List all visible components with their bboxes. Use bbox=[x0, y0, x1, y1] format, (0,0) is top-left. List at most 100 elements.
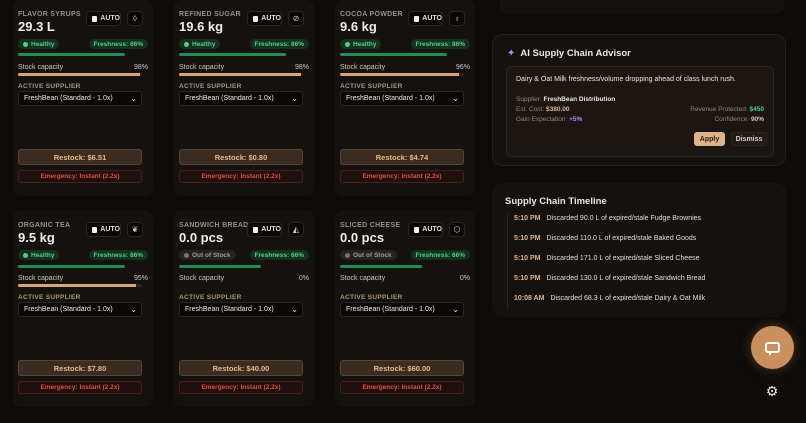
capacity-bar bbox=[179, 284, 303, 287]
supplier-label: ACTIVE SUPPLIER bbox=[340, 294, 403, 301]
item-quantity: 29.3 L bbox=[18, 19, 55, 34]
chevron-down-icon: ⌄ bbox=[452, 94, 459, 103]
restock-button[interactable]: Restock: $4.74 bbox=[340, 149, 464, 165]
box-icon[interactable]: ⬡ bbox=[449, 222, 465, 237]
auto-toggle[interactable]: AUTO bbox=[86, 222, 121, 237]
item-name: SLICED CHEESE bbox=[340, 222, 401, 229]
freshness-bar bbox=[18, 53, 125, 56]
gain-label: Gain Expectation: bbox=[516, 116, 568, 123]
timeline-entry: 5:10 PM Discarded 130.0 L of expired/stal… bbox=[514, 275, 705, 282]
auto-toggle[interactable]: AUTO bbox=[86, 11, 121, 26]
advisor-title-text: AI Supply Chain Advisor bbox=[520, 48, 631, 59]
settings-sliders-icon[interactable]: ⚙ bbox=[765, 382, 779, 399]
timeline-text: Discarded 90.0 L of expired/stale Fudge … bbox=[546, 215, 702, 222]
apply-button[interactable]: Apply bbox=[694, 132, 725, 146]
status-dot-icon bbox=[345, 252, 350, 258]
inventory-card-organic-tea: ORGANIC TEA 9.5 kg AUTO ❦ Healthy Freshn… bbox=[13, 210, 153, 407]
auto-toggle[interactable]: AUTO bbox=[247, 222, 282, 237]
pill-icon[interactable]: ⊘ bbox=[288, 11, 304, 26]
status-label: Out of Stock bbox=[353, 251, 392, 259]
emergency-button[interactable]: Emergency: Instant (2.2x) bbox=[179, 381, 303, 394]
status-badge: Healthy bbox=[18, 250, 60, 260]
sparkle-icon: ✦ bbox=[507, 48, 516, 59]
pizza-slice-icon[interactable]: ◭ bbox=[288, 222, 304, 237]
bean-glyph: ♁ bbox=[454, 14, 460, 23]
chevron-down-icon: ⌄ bbox=[452, 305, 459, 314]
supplier-value: FreshBean (Standard - 1.0x) bbox=[24, 95, 113, 102]
restock-button[interactable]: Restock: $60.00 bbox=[340, 360, 464, 376]
emergency-button[interactable]: Emergency: Instant (2.2x) bbox=[179, 170, 303, 183]
timeline-time: 10:08 AM bbox=[514, 295, 545, 302]
leaf-icon[interactable]: ❦ bbox=[127, 222, 143, 237]
freshness-bar bbox=[340, 265, 422, 268]
item-quantity: 9.6 kg bbox=[340, 19, 377, 34]
supplier-select[interactable]: FreshBean (Standard - 1.0x) ⌄ bbox=[18, 302, 142, 317]
advisor-recommendation: Dairy & Oat Milk freshness/volume droppi… bbox=[506, 66, 774, 157]
leaf-glyph: ❦ bbox=[131, 225, 139, 234]
freshness-bar bbox=[340, 53, 447, 56]
capacity-bar bbox=[340, 284, 464, 287]
advisor-gain: Gain Expectation: +5% bbox=[516, 116, 582, 123]
restock-button[interactable]: Restock: $40.00 bbox=[179, 360, 303, 376]
supplier-value: FreshBean (Standard - 1.0x) bbox=[185, 306, 274, 313]
dismiss-button[interactable]: Dismiss bbox=[731, 132, 767, 146]
emergency-button[interactable]: Emergency: Instant (2.2x) bbox=[340, 381, 464, 394]
chevron-down-icon: ⌄ bbox=[291, 94, 298, 103]
restock-button[interactable]: Restock: $7.80 bbox=[18, 360, 142, 376]
timeline-text: Discarded 130.0 L of expired/stale Sandw… bbox=[546, 275, 706, 282]
capacity-label: Stock capacity bbox=[340, 64, 386, 71]
chat-button[interactable] bbox=[751, 326, 794, 369]
gain-value: +5% bbox=[569, 116, 583, 123]
supplier-select[interactable]: FreshBean (Standard - 1.0x) ⌄ bbox=[18, 91, 142, 106]
cost-value: $380.00 bbox=[546, 106, 570, 113]
chevron-down-icon: ⌄ bbox=[291, 305, 298, 314]
bean-icon[interactable]: ♁ bbox=[449, 11, 465, 26]
restock-button[interactable]: Restock: $0.80 bbox=[179, 149, 303, 165]
emergency-button[interactable]: Emergency: Instant (2.2x) bbox=[340, 170, 464, 183]
status-dot-icon bbox=[184, 252, 189, 258]
capacity-bar bbox=[179, 73, 303, 76]
supplier-label: Supplier: bbox=[516, 96, 542, 103]
capacity-percent: 0% bbox=[459, 275, 470, 282]
timeline-rail bbox=[507, 213, 508, 308]
pill-glyph: ⊘ bbox=[292, 14, 300, 23]
checkbox-icon bbox=[92, 226, 98, 233]
status-badge: Out of Stock bbox=[179, 250, 236, 260]
chevron-down-icon: ⌄ bbox=[130, 94, 137, 103]
droplet-icon[interactable]: ◊ bbox=[127, 11, 143, 26]
inventory-card-refined-sugar: REFINED SUGAR 19.6 kg AUTO ⊘ Healthy Fre… bbox=[174, 0, 314, 196]
capacity-fill bbox=[18, 73, 140, 76]
restock-button[interactable]: Restock: $6.51 bbox=[18, 149, 142, 165]
supplier-value: FreshBean (Standard - 1.0x) bbox=[24, 306, 113, 313]
advisor-supplier: Supplier: FreshBean Distribution bbox=[516, 96, 615, 103]
item-name: SANDWICH BREAD bbox=[179, 222, 249, 229]
capacity-percent: 98% bbox=[294, 64, 309, 71]
supplier-label: ACTIVE SUPPLIER bbox=[18, 83, 81, 90]
timeline-entry: 10:08 AM Discarded 68.3 L of expired/stal… bbox=[514, 295, 705, 302]
freshness-badge: Freshness: 86% bbox=[249, 39, 309, 49]
emergency-button[interactable]: Emergency: Instant (2.2x) bbox=[18, 381, 142, 394]
checkbox-icon bbox=[253, 226, 259, 233]
supplier-select[interactable]: FreshBean (Standard - 1.0x) ⌄ bbox=[340, 302, 464, 317]
capacity-bar bbox=[340, 73, 464, 76]
auto-toggle[interactable]: AUTO bbox=[408, 222, 443, 237]
inventory-card-sliced-cheese: SLICED CHEESE 0.0 pcs AUTO ⬡ Out of Stoc… bbox=[335, 210, 475, 407]
supplier-select[interactable]: FreshBean (Standard - 1.0x) ⌄ bbox=[179, 91, 303, 106]
supplier-select[interactable]: FreshBean (Standard - 1.0x) ⌄ bbox=[340, 91, 464, 106]
item-name: COCOA POWDER bbox=[340, 11, 403, 18]
supplier-select[interactable]: FreshBean (Standard - 1.0x) ⌄ bbox=[179, 302, 303, 317]
auto-toggle[interactable]: AUTO bbox=[408, 11, 443, 26]
supplier-label: ACTIVE SUPPLIER bbox=[179, 83, 242, 90]
timeline-title: Supply Chain Timeline bbox=[505, 196, 607, 207]
emergency-button[interactable]: Emergency: Instant (2.2x) bbox=[18, 170, 142, 183]
advisor-message: Dairy & Oat Milk freshness/volume droppi… bbox=[516, 76, 736, 83]
freshness-badge: Freshness: 66% bbox=[410, 250, 470, 260]
supplier-value: FreshBean Distribution bbox=[543, 96, 616, 103]
status-label: Healthy bbox=[353, 40, 377, 48]
status-badge: Healthy bbox=[18, 39, 60, 49]
auto-label: AUTO bbox=[261, 15, 281, 22]
auto-toggle[interactable]: AUTO bbox=[247, 11, 282, 26]
timeline-entry: 5:10 PM Discarded 110.0 L of expired/stal… bbox=[514, 235, 696, 242]
freshness-badge: Freshness: 66% bbox=[249, 250, 309, 260]
pizza-glyph: ◭ bbox=[292, 225, 300, 234]
